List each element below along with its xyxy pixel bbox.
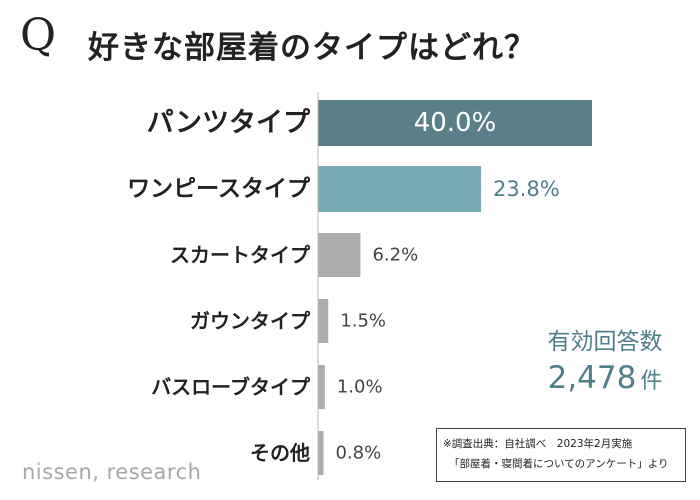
bar-0 [318,100,592,146]
value-label-4: 1.0% [337,377,383,398]
source-note-line1: ※調査出典：自社調べ 2023年2月実施 [443,438,633,450]
bar-5 [318,431,324,475]
category-label-1: ワンピースタイプ [127,176,311,202]
value-label-1: 23.8% [493,177,560,201]
total-responses-label: 有効回答数 [547,329,663,355]
nissen-research-logo: nissen, research [22,460,202,484]
source-note-line2: 「部屋着・寝間着についてのアンケート」より [449,458,669,470]
chart-title: 好きな部屋着のタイプはどれ？ [88,30,536,66]
category-label-5: その他 [250,441,310,465]
value-label-5: 0.8% [335,443,381,464]
value-label-3: 1.5% [340,311,386,332]
bar-2 [318,233,361,277]
category-label-4: バスローブタイプ [151,375,311,399]
question-mark-letter: Q [20,10,57,61]
bar-3 [318,299,329,343]
category-label-3: ガウンタイプ [190,309,311,333]
total-responses-value: 2,478 件 [520,360,690,396]
bar-1 [318,166,482,212]
total-responses-unit: 件 [640,369,663,394]
value-label-2: 6.2% [372,245,418,266]
value-label-0: 40.0% [414,108,497,138]
source-note-box: ※調査出典：自社調べ 2023年2月実施 「部屋着・寝間着についてのアンケート」… [436,428,686,482]
category-label-2: スカートタイプ [170,243,311,267]
category-label-0: パンツタイプ [147,108,311,139]
total-responses-number: 2,478 [547,360,637,396]
bar-4 [318,365,325,409]
